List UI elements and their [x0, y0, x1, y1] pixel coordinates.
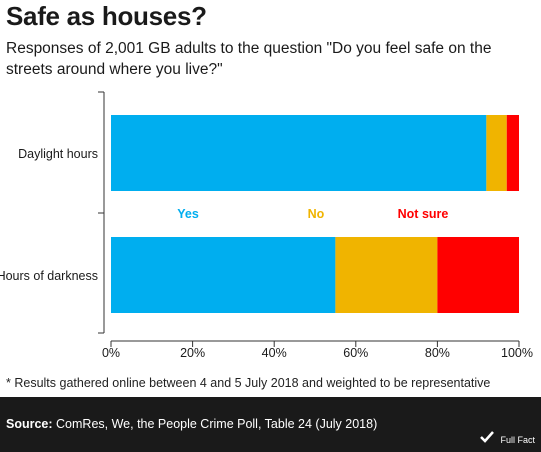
source-citation: Source: ComRes, We, the People Crime Pol… [6, 417, 377, 431]
chart-subtitle: Responses of 2,001 GB adults to the ques… [6, 40, 492, 78]
x-tick-label: 60% [343, 346, 368, 360]
logo-text: Full Fact [500, 435, 535, 445]
full-fact-logo: Full Fact [480, 430, 535, 448]
bar-no-hours-of-darkness [335, 237, 438, 313]
stacked-bar-chart: Daylight hours Hours of darkness Yes No Not … [0, 91, 533, 360]
bar-yes-hours-of-darkness [111, 237, 336, 313]
legend-yes: Yes [177, 207, 199, 221]
category-label: Hours of darkness [0, 269, 98, 283]
source-bar: Source: ComRes, We, the People Crime Pol… [0, 397, 541, 452]
legend-not-sure: Not sure [398, 207, 449, 221]
chart-title: Safe as houses? [6, 1, 207, 31]
x-tick-label: 80% [425, 346, 450, 360]
source-text: ComRes, We, the People Crime Poll, Table… [56, 417, 378, 431]
footnote: * Results gathered online between 4 and … [6, 376, 491, 390]
bar-not-sure-hours-of-darkness [437, 237, 519, 313]
bar-no-daylight-hours [486, 115, 507, 191]
x-tick-label: 0% [102, 346, 120, 360]
bar-yes-daylight-hours [111, 115, 487, 191]
full-fact-check-icon [480, 431, 494, 443]
bar-not-sure-daylight-hours [506, 115, 519, 191]
x-tick-label: 20% [180, 346, 205, 360]
x-tick-label: 40% [262, 346, 287, 360]
category-label: Daylight hours [18, 147, 98, 161]
x-tick-label: 100% [501, 346, 533, 360]
source-label: Source: [6, 417, 53, 431]
legend-no: No [308, 207, 325, 221]
